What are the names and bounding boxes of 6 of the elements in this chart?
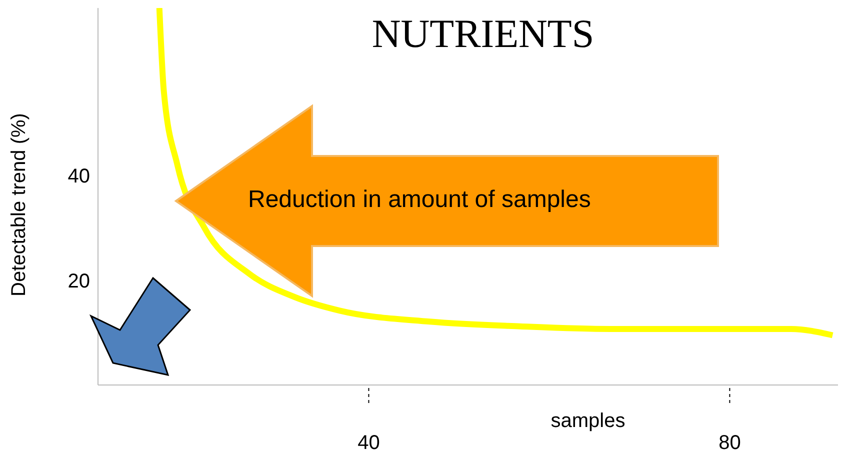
y-axis-title: Detectable trend (%): [8, 113, 30, 296]
chart-title: NUTRIENTS: [370, 10, 596, 57]
x-axis-title: samples: [550, 410, 626, 432]
annotation: Reduction in amount of samples: [248, 186, 591, 214]
y-tick-label: 20: [68, 270, 90, 292]
x-tick-label: 80: [718, 432, 741, 454]
